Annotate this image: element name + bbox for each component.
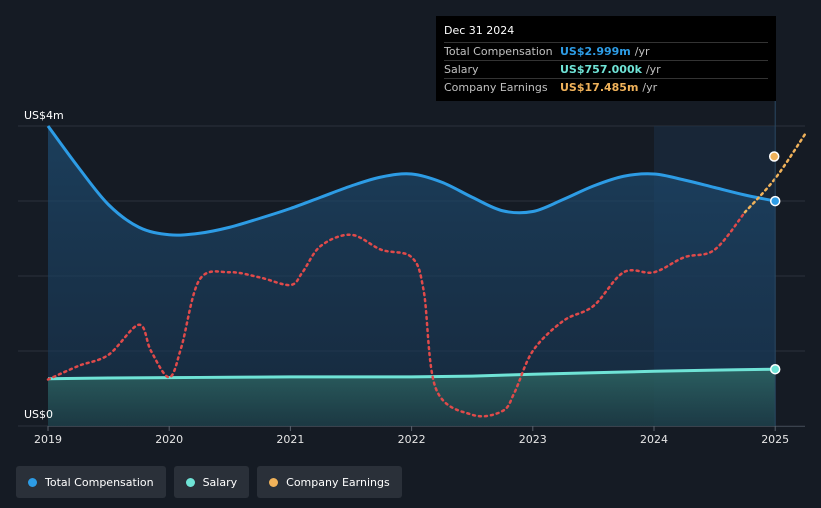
tooltip-row-total-compensation: Total Compensation US$2.999m /yr — [444, 42, 768, 60]
x-tick-label: 2023 — [519, 433, 547, 446]
company-earnings-forecast-line — [743, 132, 807, 214]
tooltip-value: US$2.999m — [560, 45, 631, 58]
tooltip-unit: /yr — [645, 63, 661, 76]
x-tick-label: 2021 — [276, 433, 304, 446]
tooltip-label: Salary — [444, 63, 479, 76]
legend-dot-icon — [269, 477, 279, 487]
tooltip-value: US$17.485m — [560, 81, 639, 94]
tooltip-unit: /yr — [634, 45, 650, 58]
legend-item-company-earnings[interactable]: Company Earnings — [257, 466, 402, 498]
chart-areas — [48, 126, 776, 426]
y-axis-label-min: US$0 — [24, 408, 53, 421]
x-tick-label: 2024 — [640, 433, 668, 446]
tooltip-row-company-earnings: Company Earnings US$17.485m /yr — [444, 78, 768, 96]
tooltip-unit: /yr — [642, 81, 658, 94]
legend-dot-icon — [185, 477, 195, 487]
salary-area — [48, 369, 776, 426]
tooltip-row-salary: Salary US$757.000k /yr — [444, 60, 768, 78]
tooltip-value: US$757.000k — [560, 63, 642, 76]
y-axis-label-max: US$4m — [24, 109, 64, 122]
x-axis: 2019 2020 2021 2022 2023 2024 2025 — [34, 426, 805, 446]
x-tick-label: 2022 — [398, 433, 426, 446]
legend-item-total-compensation[interactable]: Total Compensation — [16, 466, 166, 498]
total-compensation-marker — [769, 195, 781, 207]
company-earnings-marker — [768, 151, 780, 162]
legend-item-salary[interactable]: Salary — [173, 466, 250, 498]
legend-label: Salary — [202, 475, 238, 489]
x-tick-label: 2020 — [155, 433, 183, 446]
x-tick-label: 2019 — [34, 433, 62, 446]
company-earnings-line — [46, 211, 747, 418]
tooltip-date: Dec 31 2024 — [444, 24, 515, 37]
tooltip-label: Company Earnings — [444, 81, 548, 94]
salary-marker — [769, 363, 781, 375]
total-compensation-line — [46, 125, 776, 237]
x-tick-label: 2025 — [761, 433, 789, 446]
chart-lines — [46, 125, 807, 418]
tooltip-label: Total Compensation — [444, 45, 553, 58]
total-compensation-area — [48, 126, 776, 426]
chart-markers — [768, 151, 781, 375]
legend-label: Total Compensation — [45, 475, 154, 489]
legend-label: Company Earnings — [286, 475, 390, 489]
tooltip: Dec 31 2024 Total Compensation US$2.999m… — [436, 16, 776, 101]
salary-line — [47, 367, 776, 381]
chart-legend: Total Compensation Salary Company Earnin… — [16, 466, 402, 498]
legend-dot-icon — [28, 477, 37, 487]
